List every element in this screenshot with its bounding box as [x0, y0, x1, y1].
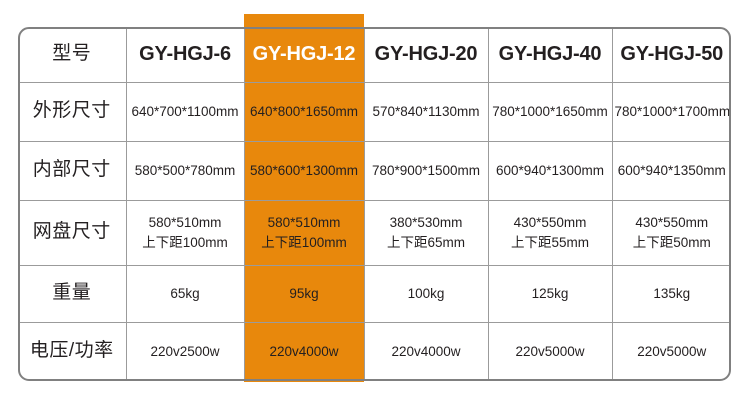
tray-size-line1: 580*510mm: [148, 215, 222, 231]
row-label-inner-dimensions: 内部尺寸: [18, 140, 127, 201]
voltage-power-gy-hgj-20: 220v4000w: [363, 321, 489, 381]
inner-dimensions-gy-hgj-40: 600*940*1300mm: [487, 140, 613, 201]
row-label-outer-dimensions: 外形尺寸: [18, 81, 127, 142]
tray-size-gy-hgj-12: 580*510mm 上下距100mm: [243, 199, 365, 266]
specification-table-wrapper: 型号 GY-HGJ-6 GY-HGJ-12 GY-HGJ-20 GY-HGJ-4…: [18, 27, 731, 381]
weight-gy-hgj-12: 95kg: [243, 264, 365, 323]
model-header-gy-hgj-20: GY-HGJ-20: [363, 27, 489, 83]
outer-dimensions-gy-hgj-40: 780*1000*1650mm: [487, 81, 613, 142]
table-row-inner-dimensions: 内部尺寸 580*500*780mm 580*600*1300mm 780*90…: [18, 140, 731, 201]
row-label-weight: 重量: [18, 264, 127, 323]
voltage-power-gy-hgj-12: 220v4000w: [243, 321, 365, 381]
outer-dimensions-gy-hgj-50: 780*1000*1700mm: [611, 81, 731, 142]
table-row-voltage-power: 电压/功率 220v2500w 220v4000w 220v4000w 220v…: [18, 321, 731, 381]
weight-gy-hgj-6: 65kg: [125, 264, 245, 323]
tray-size-line2: 上下距100mm: [261, 234, 347, 250]
row-label-model: 型号: [18, 27, 127, 83]
tray-size-line1: 580*510mm: [267, 215, 341, 231]
tray-size-line1: 430*550mm: [513, 215, 587, 231]
tray-size-line2: 上下距65mm: [386, 234, 465, 250]
voltage-power-gy-hgj-6: 220v2500w: [125, 321, 245, 381]
voltage-power-gy-hgj-40: 220v5000w: [487, 321, 613, 381]
model-header-gy-hgj-12: GY-HGJ-12: [243, 27, 365, 83]
tray-size-gy-hgj-20: 380*530mm 上下距65mm: [363, 199, 489, 266]
voltage-power-gy-hgj-50: 220v5000w: [611, 321, 731, 381]
weight-gy-hgj-40: 125kg: [487, 264, 613, 323]
tray-size-line2: 上下距100mm: [142, 234, 228, 250]
model-header-gy-hgj-40: GY-HGJ-40: [487, 27, 613, 83]
outer-dimensions-gy-hgj-6: 640*700*1100mm: [125, 81, 245, 142]
model-header-gy-hgj-6: GY-HGJ-6: [125, 27, 245, 83]
specification-table: 型号 GY-HGJ-6 GY-HGJ-12 GY-HGJ-20 GY-HGJ-4…: [18, 27, 731, 381]
row-label-voltage-power: 电压/功率: [18, 321, 127, 381]
tray-size-line1: 430*550mm: [635, 215, 709, 231]
outer-dimensions-gy-hgj-20: 570*840*1130mm: [363, 81, 489, 142]
tray-size-gy-hgj-40: 430*550mm 上下距55mm: [487, 199, 613, 266]
row-label-tray-size: 网盘尺寸: [18, 199, 127, 266]
weight-gy-hgj-20: 100kg: [363, 264, 489, 323]
weight-gy-hgj-50: 135kg: [611, 264, 731, 323]
tray-size-line2: 上下距50mm: [632, 234, 711, 250]
inner-dimensions-gy-hgj-50: 600*940*1350mm: [611, 140, 731, 201]
inner-dimensions-gy-hgj-6: 580*500*780mm: [125, 140, 245, 201]
tray-size-line1: 380*530mm: [389, 215, 463, 231]
inner-dimensions-gy-hgj-12: 580*600*1300mm: [243, 140, 365, 201]
model-header-gy-hgj-50: GY-HGJ-50: [611, 27, 731, 83]
tray-size-line2: 上下距55mm: [510, 234, 589, 250]
table-row-weight: 重量 65kg 95kg 100kg 125kg 135kg: [18, 264, 731, 323]
table-row-tray-size: 网盘尺寸 580*510mm 上下距100mm 580*510mm 上下距100mm…: [18, 199, 731, 266]
tray-size-gy-hgj-6: 580*510mm 上下距100mm: [125, 199, 245, 266]
tray-size-gy-hgj-50: 430*550mm 上下距50mm: [611, 199, 731, 266]
inner-dimensions-gy-hgj-20: 780*900*1500mm: [363, 140, 489, 201]
table-row-outer-dimensions: 外形尺寸 640*700*1100mm 640*800*1650mm 570*8…: [18, 81, 731, 142]
outer-dimensions-gy-hgj-12: 640*800*1650mm: [243, 81, 365, 142]
table-row-model: 型号 GY-HGJ-6 GY-HGJ-12 GY-HGJ-20 GY-HGJ-4…: [18, 27, 731, 83]
